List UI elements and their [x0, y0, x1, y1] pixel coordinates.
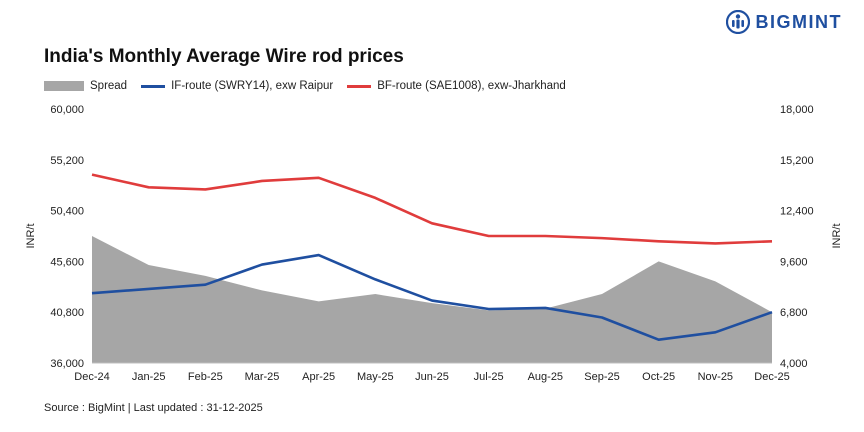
legend-label-spread: Spread [90, 80, 128, 92]
x-tick-label: Dec-24 [74, 371, 109, 383]
source-note: Source : BigMint | Last updated : 31-12-… [44, 402, 263, 414]
y-right-tick-label: 4,000 [780, 358, 808, 370]
x-tick-label: Sep-25 [584, 371, 619, 383]
x-tick-label: Feb-25 [188, 371, 223, 383]
chart-title: India's Monthly Average Wire rod prices [44, 46, 404, 67]
x-tick-label: Dec-25 [754, 371, 789, 383]
legend-swatch-if-route [141, 84, 166, 88]
y-right-tick-label: 15,200 [780, 155, 814, 167]
y-right-tick-label: 9,600 [780, 256, 808, 268]
x-tick-label: Jul-25 [474, 371, 504, 383]
x-tick-label: Oct-25 [642, 371, 675, 383]
series-line-if-route [91, 253, 773, 342]
legend-item-if-route: IF-route (SWRY14), exw Raipur [141, 80, 333, 92]
y-right-axis-label: INR/t [831, 223, 843, 248]
y-left-tick-label: 50,400 [50, 206, 84, 218]
x-tick-label: Nov-25 [698, 371, 733, 383]
legend-swatch-spread [44, 81, 84, 91]
legend-item-spread: Spread [44, 80, 127, 92]
y-right-tick-label: 12,400 [780, 206, 814, 218]
y-left-tick-label: 40,800 [50, 307, 84, 319]
chart-legend: Spread IF-route (SWRY14), exw Raipur BF-… [44, 80, 580, 92]
x-tick-label: Jan-25 [132, 371, 166, 383]
x-tick-label: Jun-25 [415, 371, 449, 383]
legend-swatch-bf-route [347, 84, 372, 88]
y-right-tick-label: 18,000 [780, 104, 814, 116]
y-left-axis-label: INR/t [25, 223, 37, 248]
brand-name: BIGMINT [755, 11, 842, 32]
y-left-tick-label: 55,200 [50, 155, 84, 167]
series-area-spread [92, 236, 772, 363]
legend-label-if-route: IF-route (SWRY14), exw Raipur [171, 80, 334, 92]
bigmint-logo-icon [725, 10, 750, 34]
legend-item-bf-route: BF-route (SAE1008), exw-Jharkhand [347, 80, 566, 92]
legend-label-bf-route: BF-route (SAE1008), exw-Jharkhand [377, 80, 566, 92]
y-left-tick-label: 60,000 [50, 104, 84, 116]
x-tick-label: Aug-25 [528, 371, 563, 383]
x-tick-label: Apr-25 [302, 371, 335, 383]
y-left-tick-label: 45,600 [50, 256, 84, 268]
y-right-tick-label: 6,800 [780, 307, 808, 319]
series-line-bf-route [91, 173, 773, 245]
x-tick-label: Mar-25 [245, 371, 280, 383]
x-tick-label: May-25 [357, 371, 394, 383]
brand-logo: BIGMINT [725, 10, 843, 34]
y-left-tick-label: 36,000 [50, 358, 84, 370]
